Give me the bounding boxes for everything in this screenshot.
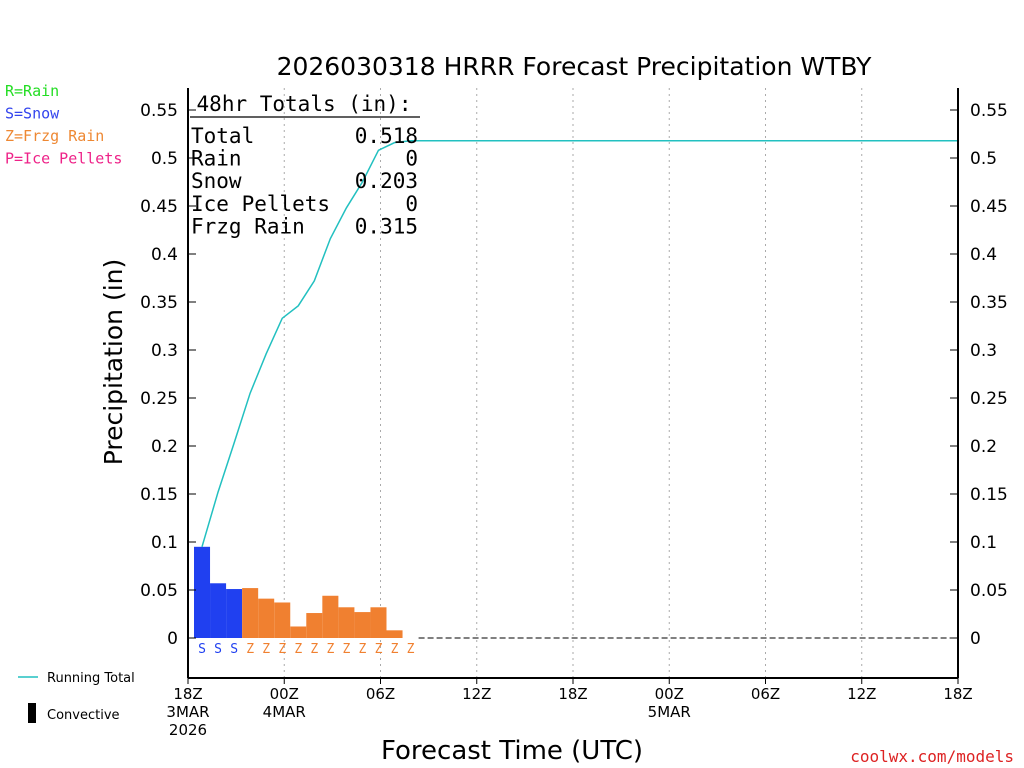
y-tick-label: 0.25	[140, 389, 178, 409]
bar	[226, 589, 243, 638]
y-tick-label: 0.3	[151, 341, 178, 361]
bar-type-label: Z	[262, 642, 270, 657]
x-tick-label: 2026	[169, 721, 207, 739]
y-tick-label: 0.05	[140, 581, 178, 601]
y-tick-label-right: 0.4	[970, 245, 997, 265]
precip-type-legend: R=Rain S=Snow Z=Frzg Rain P=Ice Pellets	[5, 82, 122, 168]
chart-title: 2026030318 HRRR Forecast Precipitation W…	[277, 52, 873, 81]
y-tick-label-right: 0.2	[970, 437, 997, 457]
totals-value: 0.315	[355, 214, 418, 238]
type-legend-item: R=Rain	[5, 82, 59, 100]
y-tick-label-right: 0.45	[970, 197, 1008, 217]
y-tick-label: 0.45	[140, 197, 178, 217]
y-tick-label: 0.15	[140, 485, 178, 505]
y-tick-label-right: 0.35	[970, 293, 1008, 313]
y-tick-label-right: 0.55	[970, 101, 1008, 121]
y-tick-label: 0	[167, 629, 178, 649]
bar	[274, 602, 291, 638]
type-legend-item: Z=Frzg Rain	[5, 127, 104, 145]
credit-text: coolwx.com/models	[850, 747, 1014, 766]
x-tick-label: 18Z	[943, 685, 972, 703]
totals-label: Total	[191, 124, 254, 148]
bar	[370, 607, 387, 638]
x-tick-label: 4MAR	[263, 703, 306, 721]
y-tick-labels: 0 0 0.05 0.05 0.1 0.1 0.15 0.15 0.2 0.2 0.25 0.25 0.…	[140, 101, 1008, 649]
totals-value: 0	[405, 147, 418, 171]
y-tick-label-right: 0.25	[970, 389, 1008, 409]
bar-type-label: S	[230, 642, 238, 657]
bar-type-label: Z	[326, 642, 334, 657]
y-tick-label-right: 0	[970, 629, 981, 649]
totals-value: 0	[405, 192, 418, 216]
bar	[354, 612, 371, 638]
y-tick-label: 0.4	[151, 245, 178, 265]
x-tick-label: 06Z	[366, 685, 395, 703]
totals-box: 48hr Totals (in): Total 0.518 Rain 0 Snow 0.2…	[190, 92, 420, 238]
bar-type-label: Z	[246, 642, 254, 657]
legend-running-total: Running Total	[47, 671, 135, 686]
x-tick-label: 00Z	[655, 685, 684, 703]
bar-series	[194, 546, 403, 638]
bar	[338, 607, 355, 638]
x-tick-label: 5MAR	[648, 703, 691, 721]
bar-type-label: S	[214, 642, 222, 657]
y-tick-label-right: 0.5	[970, 149, 997, 169]
bar	[306, 613, 323, 638]
bar	[290, 626, 307, 638]
bar	[258, 598, 275, 638]
bar-type-label: Z	[391, 642, 399, 657]
bar-type-label: Z	[310, 642, 318, 657]
bar	[386, 630, 403, 638]
y-tick-label: 0.1	[151, 533, 178, 553]
y-tick-label: 0.5	[151, 149, 178, 169]
bar	[194, 546, 211, 638]
x-tick-label: 06Z	[751, 685, 780, 703]
x-tick-label: 12Z	[847, 685, 876, 703]
axes	[187, 88, 959, 684]
totals-header: 48hr Totals (in):	[197, 92, 412, 116]
running-total-line	[201, 139, 958, 548]
bar-type-label: Z	[342, 642, 350, 657]
type-legend-item: S=Snow	[5, 105, 60, 123]
x-tick-label: 3MAR	[166, 703, 209, 721]
x-tick-label: 12Z	[462, 685, 491, 703]
x-axis-label: Forecast Time (UTC)	[381, 736, 643, 766]
bar-type-label: Z	[294, 642, 302, 657]
type-legend-item: P=Ice Pellets	[5, 150, 122, 168]
y-tick-label-right: 0.15	[970, 485, 1008, 505]
y-tick-label: 0.35	[140, 293, 178, 313]
series-legend: Running Total Convective	[18, 671, 135, 723]
y-tick-label-right: 0.1	[970, 533, 997, 553]
x-tick-label: 00Z	[270, 685, 299, 703]
bar	[210, 583, 227, 638]
grid-lines	[283, 88, 863, 678]
running-total-series	[201, 139, 958, 639]
bar-type-label: Z	[375, 642, 383, 657]
bar-type-label: S	[198, 642, 206, 657]
y-axis-label: Precipitation (in)	[99, 259, 128, 466]
bar-type-label: Z	[359, 642, 367, 657]
y-tick-label-right: 0.05	[970, 581, 1008, 601]
x-tick-label: 18Z	[173, 685, 202, 703]
totals-value: 0.518	[355, 124, 418, 148]
totals-value: 0.203	[355, 169, 418, 193]
totals-label: Frzg Rain	[191, 214, 305, 238]
y-tick-label-right: 0.3	[970, 341, 997, 361]
y-tick-label: 0.2	[151, 437, 178, 457]
totals-label: Rain	[191, 147, 242, 171]
bar	[242, 588, 259, 638]
convective-swatch	[28, 703, 36, 723]
legend-convective: Convective	[47, 708, 120, 723]
x-tick-label: 18Z	[558, 685, 587, 703]
totals-label: Snow	[191, 169, 242, 193]
bar-type-label: Z	[278, 642, 286, 657]
bar-type-label: Z	[407, 642, 415, 657]
totals-label: Ice Pellets	[191, 192, 330, 216]
y-tick-label: 0.55	[140, 101, 178, 121]
bar	[322, 595, 339, 638]
